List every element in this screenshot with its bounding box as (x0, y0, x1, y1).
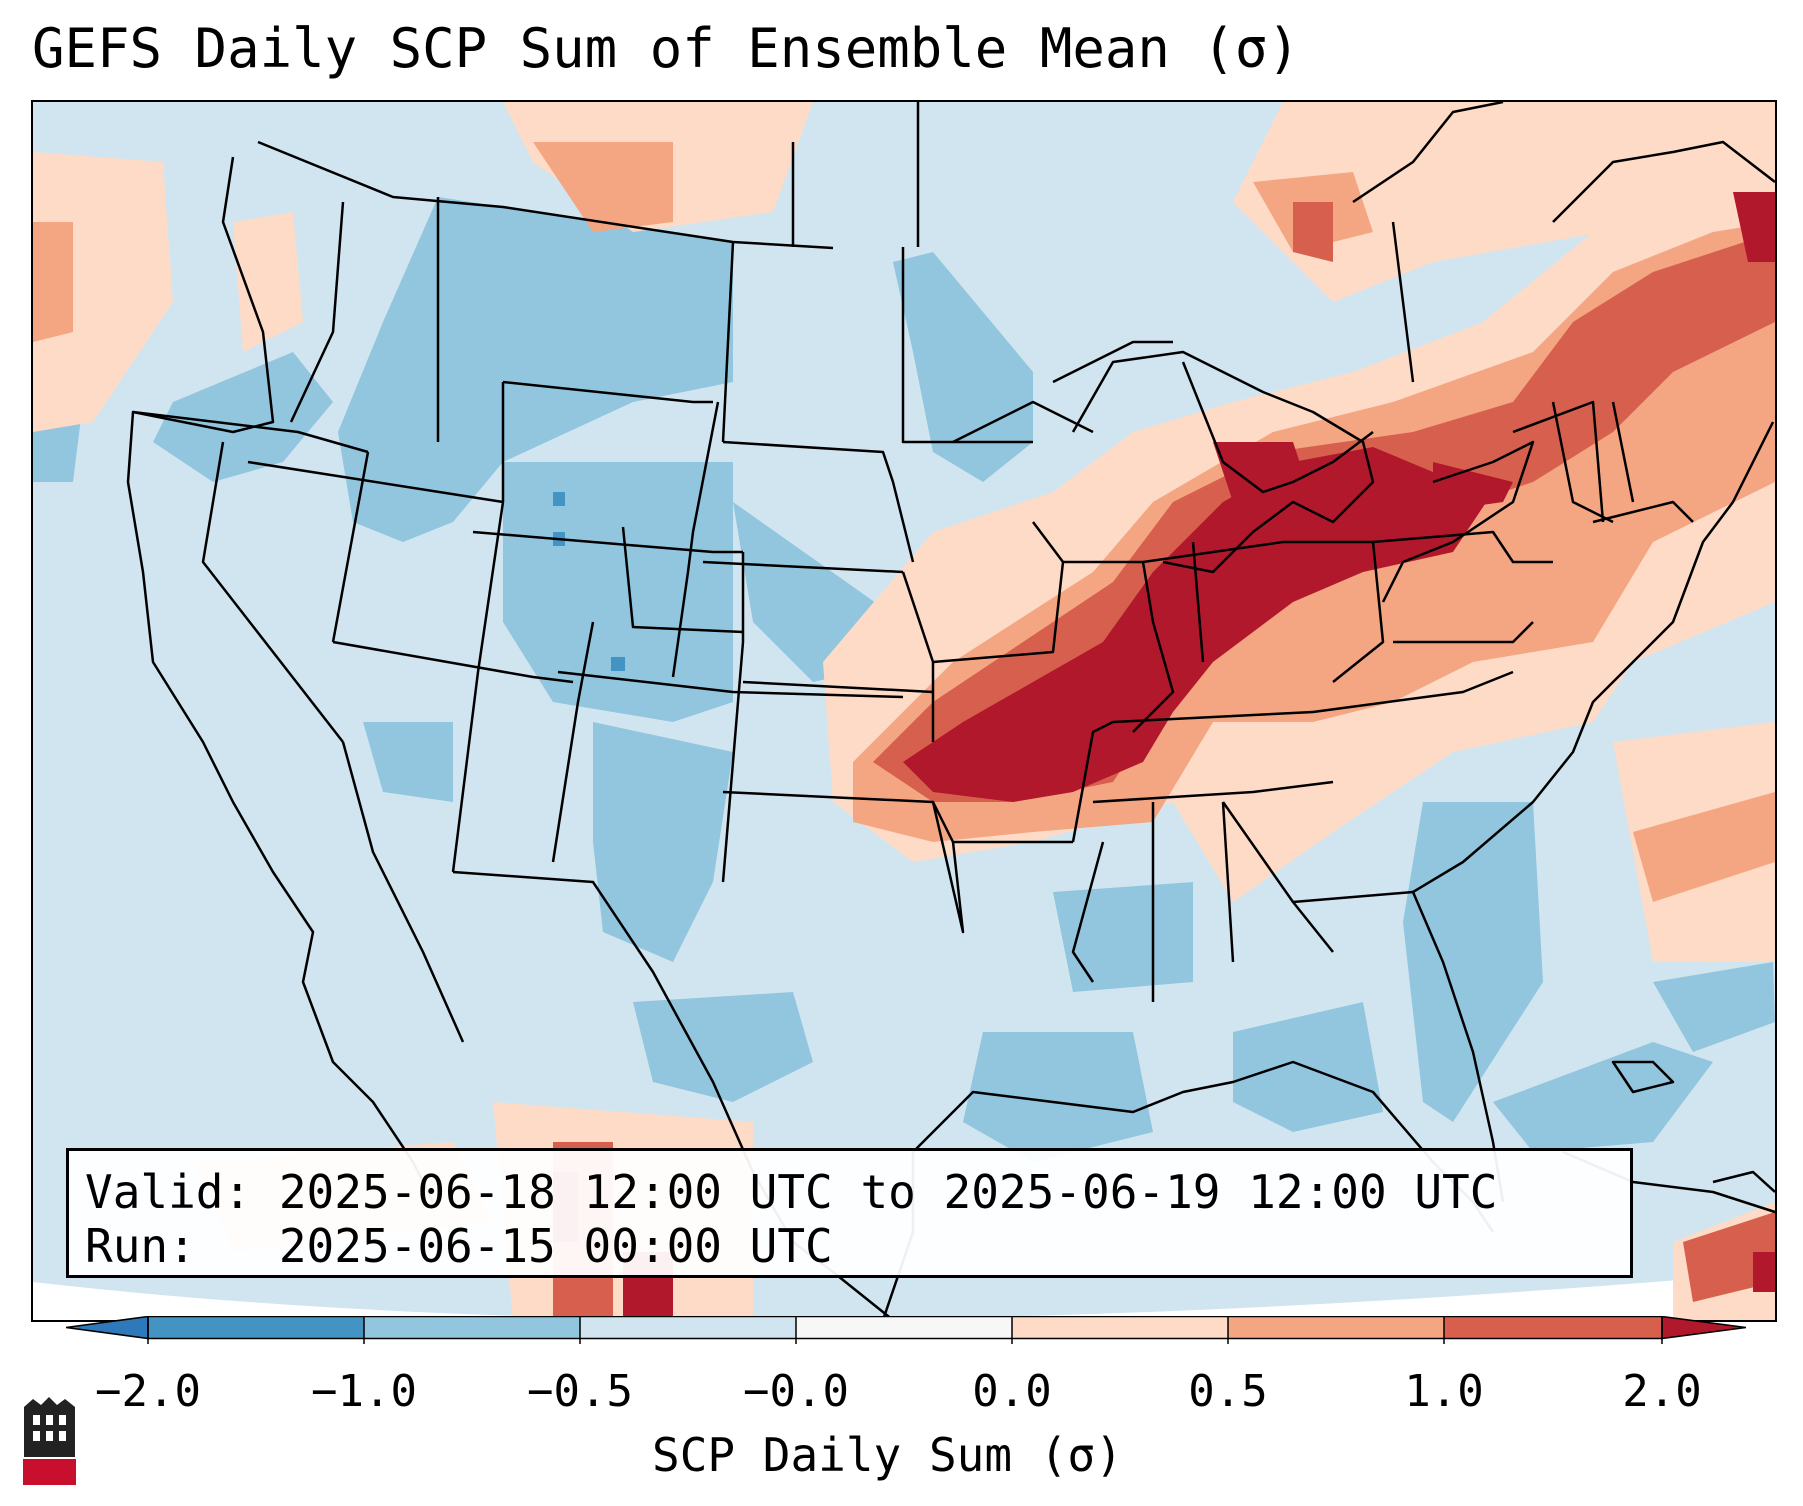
colorbar-tick-label: −0.0 (743, 1366, 849, 1417)
colorbar-bin (1444, 1316, 1662, 1339)
colorbar-bin (796, 1316, 1012, 1339)
colorbar-tick-label: 2.0 (1622, 1366, 1702, 1417)
colorbar-tick-label: −1.0 (311, 1366, 417, 1417)
colorbar-outline (147, 1315, 1663, 1340)
map-canvas (33, 102, 1775, 1320)
map-panel (31, 100, 1777, 1322)
niu-logo (21, 1397, 78, 1487)
colorbar-tick-label: −2.0 (95, 1366, 201, 1417)
run-time-text: Run: 2025-06-15 00:00 UTC (85, 1219, 833, 1273)
colorbar (65, 1315, 1747, 1346)
colorbar-bin (1228, 1316, 1444, 1339)
colorbar-extend-low (65, 1315, 149, 1340)
university-logo-icon (23, 1397, 76, 1485)
colorbar-svg (65, 1315, 1747, 1344)
state-borders (132, 102, 1694, 1002)
strong-negative-pixels (553, 492, 625, 671)
colorbar-tick-label: 1.0 (1404, 1366, 1484, 1417)
valid-time-text: Valid: 2025-06-18 12:00 UTC to 2025-06-1… (85, 1165, 1498, 1219)
colorbar-extend-high (1661, 1315, 1747, 1340)
colorbar-tick-label: 0.5 (1188, 1366, 1268, 1417)
colorbar-bin (580, 1316, 796, 1339)
colorbar-bin (1012, 1316, 1228, 1339)
colorbar-tick-label: −0.5 (527, 1366, 633, 1417)
projection-edge (33, 1272, 1775, 1320)
validity-info-box: Valid: 2025-06-18 12:00 UTC to 2025-06-1… (66, 1148, 1633, 1278)
colorbar-bin (148, 1316, 364, 1339)
colorbar-bin (364, 1316, 580, 1339)
colorbar-tick-label: 0.0 (972, 1366, 1052, 1417)
colorbar-label: SCP Daily Sum (σ) (652, 1428, 1123, 1482)
map-title: GEFS Daily SCP Sum of Ensemble Mean (σ) (32, 17, 1300, 80)
